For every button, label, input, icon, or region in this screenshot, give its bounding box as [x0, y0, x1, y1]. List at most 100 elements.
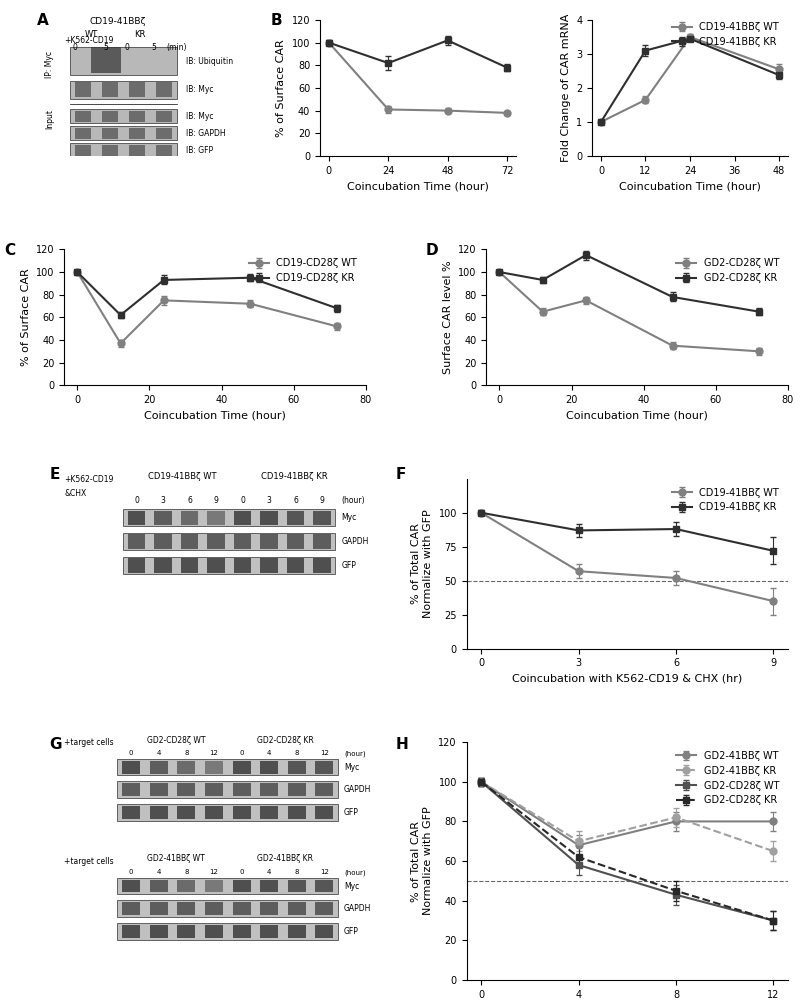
Bar — [154, 534, 171, 549]
Text: D: D — [426, 243, 438, 258]
Text: 0: 0 — [128, 869, 133, 875]
Text: 9: 9 — [320, 496, 324, 505]
Bar — [287, 806, 305, 819]
Text: 4: 4 — [157, 869, 161, 875]
Text: 5: 5 — [152, 43, 157, 52]
Bar — [287, 534, 304, 549]
Bar — [315, 902, 333, 915]
Bar — [207, 534, 224, 549]
Bar — [177, 925, 195, 938]
Text: CD19-41BBζ KR: CD19-41BBζ KR — [260, 472, 327, 481]
Bar — [234, 534, 251, 549]
Bar — [122, 925, 140, 938]
Bar — [149, 761, 168, 774]
Bar — [232, 783, 251, 796]
Text: (hour): (hour) — [340, 496, 365, 505]
Text: IB: Ubiquitin: IB: Ubiquitin — [186, 57, 233, 66]
Bar — [315, 761, 333, 774]
Bar — [70, 47, 177, 75]
Text: GD2-41BBζ WT: GD2-41BBζ WT — [147, 854, 205, 863]
Bar — [117, 804, 338, 821]
Text: (hour): (hour) — [344, 869, 365, 876]
Text: IB: Myc: IB: Myc — [186, 112, 214, 121]
Text: H: H — [395, 737, 408, 752]
Bar — [91, 47, 121, 73]
Bar — [149, 783, 168, 796]
Text: 12: 12 — [210, 750, 218, 756]
Text: 0: 0 — [124, 43, 129, 52]
Bar — [313, 534, 330, 549]
Bar — [260, 511, 277, 525]
Bar — [205, 925, 222, 938]
Text: (min): (min) — [166, 43, 187, 52]
Text: +K562-CD19: +K562-CD19 — [64, 475, 113, 484]
Y-axis label: % of Total CAR
Normalize with GFP: % of Total CAR Normalize with GFP — [411, 509, 433, 618]
Bar — [315, 783, 333, 796]
Bar — [123, 509, 335, 526]
Text: +target cells: +target cells — [64, 857, 114, 866]
Text: GAPDH: GAPDH — [340, 537, 368, 546]
Bar — [207, 558, 224, 573]
Text: IB: GAPDH: IB: GAPDH — [186, 129, 226, 138]
Legend: CD19-41BBζ WT, CD19-41BBζ KR: CD19-41BBζ WT, CD19-41BBζ KR — [667, 484, 782, 516]
Bar — [207, 511, 224, 525]
Bar — [232, 806, 251, 819]
Bar — [177, 761, 195, 774]
Bar — [177, 880, 195, 892]
Y-axis label: % of Surface CAR: % of Surface CAR — [276, 39, 286, 137]
Text: WT: WT — [84, 30, 98, 39]
Bar — [260, 806, 278, 819]
Y-axis label: % of Surface CAR: % of Surface CAR — [21, 268, 31, 366]
Bar — [232, 761, 251, 774]
Text: GFP: GFP — [344, 808, 359, 817]
Bar — [260, 534, 277, 549]
Bar — [154, 558, 171, 573]
Bar — [205, 902, 222, 915]
Bar — [122, 902, 140, 915]
Bar — [287, 925, 305, 938]
Bar — [75, 82, 91, 97]
Bar — [177, 783, 195, 796]
Text: 4: 4 — [157, 750, 161, 756]
Bar — [260, 902, 278, 915]
Text: &CHX: &CHX — [64, 489, 87, 498]
Text: IB: GFP: IB: GFP — [186, 146, 214, 155]
X-axis label: Coincubation Time (hour): Coincubation Time (hour) — [144, 411, 286, 421]
Bar — [128, 82, 145, 97]
Bar — [128, 128, 145, 139]
Bar — [154, 511, 171, 525]
Text: A: A — [38, 13, 49, 28]
Bar — [102, 82, 118, 97]
Bar — [70, 126, 177, 140]
Bar — [313, 558, 330, 573]
Bar — [232, 925, 251, 938]
Text: 8: 8 — [294, 869, 299, 875]
Text: +target cells: +target cells — [64, 738, 114, 747]
Bar — [122, 783, 140, 796]
Text: 6: 6 — [187, 496, 192, 505]
Text: GD2-41BBζ KR: GD2-41BBζ KR — [257, 854, 313, 863]
Bar — [117, 878, 338, 894]
Text: 8: 8 — [184, 750, 189, 756]
Bar — [122, 761, 140, 774]
Bar — [177, 806, 195, 819]
Bar — [205, 806, 222, 819]
Text: CD19-41BBζ: CD19-41BBζ — [90, 17, 146, 26]
Text: 12: 12 — [320, 750, 328, 756]
Bar — [177, 902, 195, 915]
Text: 0: 0 — [72, 43, 77, 52]
Bar — [260, 925, 278, 938]
Bar — [117, 900, 338, 917]
Text: GFP: GFP — [340, 561, 356, 570]
X-axis label: Coincubation Time (hour): Coincubation Time (hour) — [618, 181, 760, 191]
Bar — [156, 111, 172, 122]
Text: 3: 3 — [267, 496, 271, 505]
Text: 0: 0 — [239, 869, 243, 875]
X-axis label: Coincubation Time (hour): Coincubation Time (hour) — [347, 181, 488, 191]
Bar — [149, 880, 168, 892]
Bar — [70, 109, 177, 123]
X-axis label: Coincubation with K562-CD19 & CHX (hr): Coincubation with K562-CD19 & CHX (hr) — [512, 674, 741, 684]
Text: IB: Myc: IB: Myc — [186, 85, 214, 94]
Bar — [75, 128, 91, 139]
Text: C: C — [4, 243, 15, 258]
